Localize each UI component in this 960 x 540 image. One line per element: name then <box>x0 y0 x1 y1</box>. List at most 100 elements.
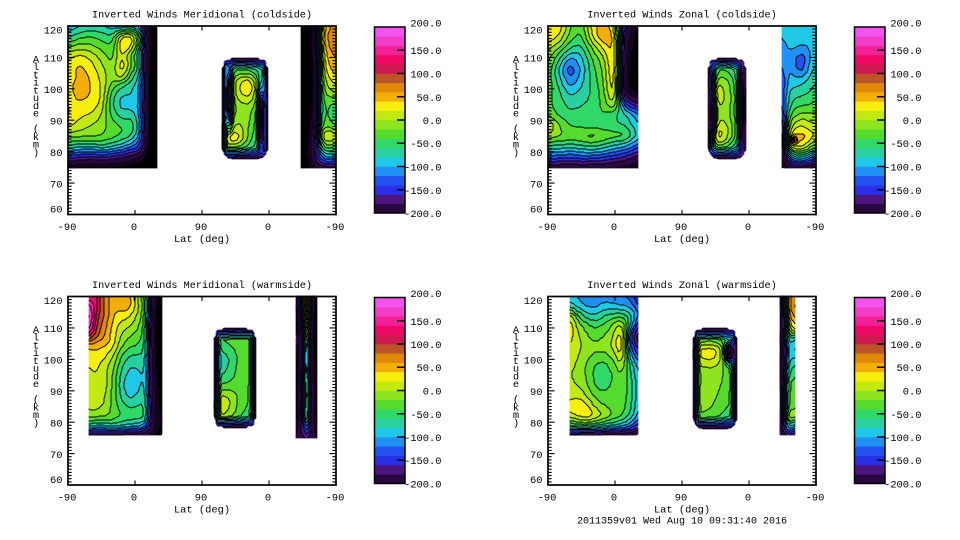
svg-text:-90: -90 <box>538 222 557 234</box>
svg-text:k: k <box>33 132 39 144</box>
svg-text:-100.0: -100.0 <box>884 163 921 175</box>
svg-text:i: i <box>33 78 39 90</box>
svg-text:80: 80 <box>530 418 542 430</box>
svg-text:m: m <box>33 410 39 422</box>
svg-text:0: 0 <box>611 493 617 505</box>
svg-text:120: 120 <box>44 26 63 38</box>
svg-text:0: 0 <box>265 222 271 234</box>
svg-text:Inverted Winds Meridional (war: Inverted Winds Meridional (warmside) <box>92 280 312 292</box>
svg-text:200.0: 200.0 <box>410 19 441 31</box>
svg-text:u: u <box>33 93 39 105</box>
svg-text:120: 120 <box>524 26 543 38</box>
svg-text:0: 0 <box>611 222 617 234</box>
svg-text:-150.0: -150.0 <box>884 456 921 468</box>
svg-text:60: 60 <box>50 475 62 487</box>
svg-text:Inverted Winds Zonal (warmside: Inverted Winds Zonal (warmside) <box>587 280 777 292</box>
svg-text:200.0: 200.0 <box>890 19 921 31</box>
svg-text:A: A <box>33 325 40 337</box>
svg-text:t: t <box>513 340 519 352</box>
svg-text:-150.0: -150.0 <box>404 456 441 468</box>
svg-text:-90: -90 <box>538 493 557 505</box>
svg-text:t: t <box>33 85 39 97</box>
svg-text:-90: -90 <box>326 222 345 234</box>
svg-text:-100.0: -100.0 <box>404 433 441 445</box>
svg-text:-50.0: -50.0 <box>410 139 441 151</box>
svg-text:0.0: 0.0 <box>423 387 442 399</box>
svg-text:0.0: 0.0 <box>903 116 922 128</box>
svg-text:(: ( <box>33 124 39 136</box>
svg-text:t: t <box>33 340 39 352</box>
svg-text:k: k <box>513 132 519 144</box>
svg-text:60: 60 <box>530 205 542 217</box>
svg-text:i: i <box>513 348 519 360</box>
svg-text:150.0: 150.0 <box>890 46 921 58</box>
svg-text:0.0: 0.0 <box>423 116 442 128</box>
svg-text:): ) <box>33 418 39 430</box>
svg-text:-150.0: -150.0 <box>404 186 441 198</box>
svg-text:0.0: 0.0 <box>903 387 922 399</box>
svg-text:(: ( <box>513 124 519 136</box>
svg-text:90: 90 <box>50 117 62 129</box>
svg-text:t: t <box>513 356 519 368</box>
svg-text:60: 60 <box>50 205 62 217</box>
svg-text:70: 70 <box>50 179 62 191</box>
svg-text:t: t <box>513 70 519 82</box>
svg-text:(: ( <box>33 395 39 407</box>
svg-text:80: 80 <box>50 418 62 430</box>
svg-text:): ) <box>513 147 519 159</box>
svg-text:90: 90 <box>195 493 207 505</box>
svg-text:Inverted Winds Zonal (coldside: Inverted Winds Zonal (coldside) <box>587 10 777 22</box>
svg-text:i: i <box>33 348 39 360</box>
svg-text:2011359v01 Wed Aug 10 09:31:40: 2011359v01 Wed Aug 10 09:31:40 2016 <box>577 516 787 528</box>
svg-text:(: ( <box>513 395 519 407</box>
svg-text:60: 60 <box>530 475 542 487</box>
svg-text:d: d <box>33 101 39 113</box>
svg-text:A: A <box>33 54 40 66</box>
svg-text:90: 90 <box>675 493 687 505</box>
svg-text:100: 100 <box>44 85 63 97</box>
svg-text:0: 0 <box>265 493 271 505</box>
svg-text:110: 110 <box>44 324 63 336</box>
svg-text:0: 0 <box>131 493 137 505</box>
svg-text:k: k <box>513 402 519 414</box>
svg-text:100.0: 100.0 <box>410 340 441 352</box>
svg-text:-50.0: -50.0 <box>890 139 921 151</box>
svg-text:d: d <box>513 101 519 113</box>
svg-text:-90: -90 <box>58 493 77 505</box>
svg-text:100.0: 100.0 <box>890 340 921 352</box>
svg-text:d: d <box>513 371 519 383</box>
svg-text:): ) <box>33 147 39 159</box>
svg-text:-200.0: -200.0 <box>404 209 441 221</box>
svg-text:80: 80 <box>530 148 542 160</box>
svg-text:100: 100 <box>524 85 543 97</box>
svg-text:t: t <box>33 356 39 368</box>
svg-text:e: e <box>513 109 519 121</box>
svg-text:50.0: 50.0 <box>897 363 922 375</box>
svg-text:-150.0: -150.0 <box>884 186 921 198</box>
svg-text:110: 110 <box>524 324 543 336</box>
svg-text:l: l <box>33 62 39 74</box>
svg-text:l: l <box>513 62 519 74</box>
svg-text:0: 0 <box>745 493 751 505</box>
svg-text:-90: -90 <box>806 493 825 505</box>
svg-text:120: 120 <box>524 296 543 308</box>
svg-text:100: 100 <box>524 356 543 368</box>
svg-text:100.0: 100.0 <box>410 70 441 82</box>
svg-text:A: A <box>513 325 520 337</box>
svg-text:90: 90 <box>530 117 542 129</box>
svg-text:110: 110 <box>44 54 63 66</box>
svg-text:l: l <box>513 333 519 345</box>
svg-text:100.0: 100.0 <box>890 70 921 82</box>
svg-text:e: e <box>33 109 39 121</box>
svg-text:150.0: 150.0 <box>410 46 441 58</box>
svg-text:70: 70 <box>50 450 62 462</box>
svg-text:u: u <box>513 364 519 376</box>
svg-text:150.0: 150.0 <box>410 317 441 329</box>
svg-text:t: t <box>33 70 39 82</box>
svg-text:90: 90 <box>195 222 207 234</box>
svg-text:Lat (deg): Lat (deg) <box>174 505 230 517</box>
svg-text:120: 120 <box>44 296 63 308</box>
svg-text:e: e <box>513 379 519 391</box>
svg-text:t: t <box>513 85 519 97</box>
svg-text:Lat (deg): Lat (deg) <box>654 505 710 517</box>
